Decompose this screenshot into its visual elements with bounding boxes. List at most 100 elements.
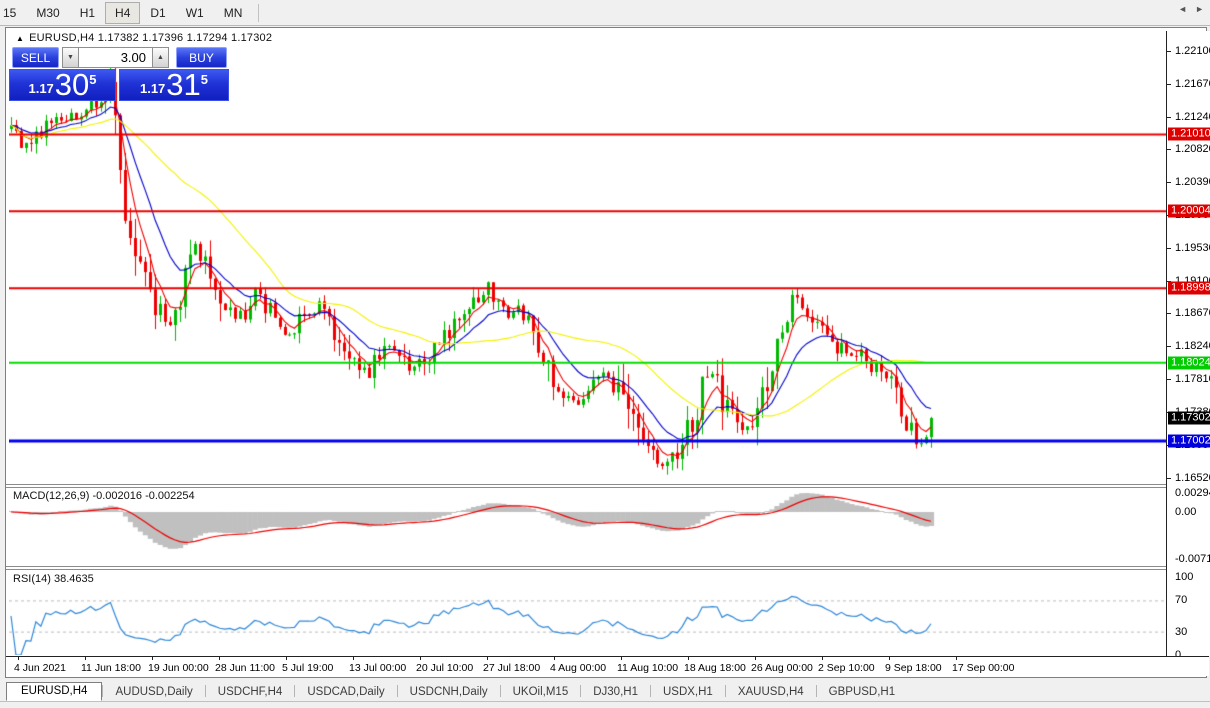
buy-button[interactable]: BUY — [176, 47, 227, 68]
sell-price-big: 30 — [54, 67, 90, 102]
price-level-badge: 1.18998 — [1168, 281, 1210, 295]
chart-tab-usdcnh[interactable]: USDCNH,Daily — [409, 686, 488, 698]
macd-pane-canvas[interactable] — [9, 488, 1167, 566]
time-axis-tick — [487, 657, 488, 660]
timeframe-button-mn[interactable]: MN — [214, 2, 253, 24]
rsi-axis-label: 100 — [1175, 571, 1194, 583]
price-axis-label: 1.18670 — [1175, 307, 1210, 320]
tab-divider — [396, 685, 398, 697]
toolbar-separator — [258, 3, 260, 22]
timeframe-button-h4[interactable]: H4 — [105, 1, 141, 24]
buy-quote[interactable]: 1.17 31 5 — [119, 69, 229, 101]
rsi-axis-label: 70 — [1175, 594, 1188, 607]
collapse-icon[interactable]: ▲ — [16, 34, 25, 43]
timeframe-button-h1[interactable]: H1 — [70, 2, 105, 24]
time-axis-tick — [822, 657, 823, 660]
tab-divider — [724, 685, 726, 697]
macd-indicator-label: MACD(12,26,9) -0.002016 -0.002254 — [13, 490, 195, 502]
time-axis-tick — [152, 657, 153, 660]
scroll-right-icon[interactable]: ► — [1195, 4, 1204, 14]
time-axis-label: 17 Sep 00:00 — [952, 662, 1015, 674]
rsi-axis-label: 30 — [1175, 625, 1188, 638]
chart-tab-xauusd[interactable]: XAUUSD,H4 — [737, 686, 804, 698]
chart-tab-ukoil[interactable]: UKOil,M15 — [512, 686, 569, 698]
chart-tab-usdchf[interactable]: USDCHF,H4 — [217, 686, 283, 698]
sell-price-small: 1.17 — [28, 81, 54, 96]
chart-tab-dj30[interactable]: DJ30,H1 — [593, 686, 638, 698]
chart-tab-gbpusd[interactable]: GBPUSD,H1 — [828, 686, 896, 698]
tab-divider — [580, 685, 582, 697]
timeframe-button-15[interactable]: 15 — [0, 2, 26, 24]
time-axis-label: 18 Aug 18:00 — [684, 662, 746, 674]
chart-tab-bar: EURUSD,H4 AUDUSD,Daily USDCHF,H4 USDCAD,Dai… — [0, 681, 1210, 702]
chart-title: ▲ EURUSD,H4 1.17382 1.17396 1.17294 1.173… — [16, 32, 272, 44]
volume-input[interactable] — [79, 47, 152, 68]
chart-tab-eurusd[interactable]: EURUSD,H4 — [6, 682, 103, 701]
price-axis-tick — [1167, 346, 1171, 348]
time-axis-tick — [85, 657, 86, 660]
chart-tab-usdx[interactable]: USDX,H1 — [662, 686, 713, 698]
price-chart-canvas[interactable] — [9, 44, 1167, 484]
tab-divider — [649, 685, 651, 697]
chevron-up-icon: ▲ — [157, 54, 164, 61]
time-axis-tick — [889, 657, 890, 660]
price-level-badge: 1.20004 — [1168, 204, 1210, 218]
time-axis-tick — [956, 657, 957, 660]
timeframe-button-w1[interactable]: W1 — [176, 2, 214, 24]
price-axis-tick — [1167, 181, 1171, 183]
sell-quote[interactable]: 1.17 30 5 — [9, 69, 116, 101]
price-axis[interactable]: 1.221001.216701.212401.208201.203901.199… — [1166, 31, 1210, 661]
tab-scroll-arrows: ◄ ► — [1170, 4, 1204, 14]
time-axis-label: 19 Jun 00:00 — [148, 662, 209, 674]
price-axis-label: 1.16520 — [1175, 471, 1210, 484]
rsi-pane-canvas[interactable] — [9, 571, 1167, 655]
time-axis-label: 11 Jun 18:00 — [81, 662, 141, 674]
time-axis-label: 2 Sep 10:00 — [818, 662, 875, 674]
timeframe-toolbar: 15 M30 H1 H4 D1 W1 MN — [0, 0, 1210, 26]
time-axis-label: 4 Aug 00:00 — [550, 662, 607, 674]
price-axis-label: 1.20820 — [1175, 142, 1210, 155]
price-axis-tick — [1167, 313, 1171, 315]
timeframe-button-d1[interactable]: D1 — [140, 2, 175, 24]
time-axis[interactable]: 4 Jun 2021 11 Jun 18:00 19 Jun 00:00 28 Jun… — [6, 656, 1209, 676]
tab-divider — [815, 685, 817, 697]
price-axis-tick — [1167, 148, 1171, 150]
price-axis-label: 1.20390 — [1175, 175, 1210, 188]
buy-price-big: 31 — [166, 67, 201, 102]
tab-divider — [204, 685, 206, 697]
price-axis-label: 1.17810 — [1175, 373, 1210, 386]
sell-button[interactable]: SELL — [12, 47, 59, 68]
volume-increase-button[interactable]: ▲ — [152, 47, 169, 68]
tab-divider — [102, 685, 104, 697]
chart-title-text: EURUSD,H4 1.17382 1.17396 1.17294 1.1730… — [29, 32, 273, 44]
scroll-left-icon[interactable]: ◄ — [1178, 4, 1188, 14]
volume-decrease-button[interactable]: ▼ — [62, 47, 79, 68]
price-axis-label: 1.18240 — [1175, 340, 1210, 353]
chart-tab-usdcad[interactable]: USDCAD,Daily — [307, 686, 385, 698]
price-axis-label: 1.19530 — [1175, 241, 1210, 254]
chart-tab-audusd[interactable]: AUDUSD,Daily — [115, 686, 193, 698]
buy-price-pip: 5 — [200, 72, 209, 87]
time-axis-tick — [353, 657, 354, 660]
time-axis-tick — [219, 657, 220, 660]
time-axis-label: 20 Jul 10:00 — [416, 662, 474, 674]
time-axis-tick — [286, 657, 287, 660]
time-axis-tick — [688, 657, 689, 660]
pane-splitter[interactable] — [6, 566, 1209, 570]
time-axis-label: 5 Jul 19:00 — [282, 662, 334, 674]
time-axis-label: 28 Jun 11:00 — [215, 662, 275, 674]
price-axis-tick — [1167, 116, 1171, 118]
price-axis-tick — [1167, 477, 1171, 479]
timeframe-button-m30[interactable]: M30 — [26, 2, 69, 24]
price-level-badge: 1.17002 — [1168, 434, 1210, 448]
chevron-down-icon: ▼ — [67, 54, 74, 61]
price-level-badge: 1.21010 — [1168, 127, 1210, 141]
price-axis-label: 1.21240 — [1175, 110, 1210, 123]
time-axis-tick — [554, 657, 555, 660]
macd-axis-label: 0.00 — [1175, 506, 1197, 518]
pane-splitter[interactable] — [6, 484, 1209, 488]
rsi-indicator-label: RSI(14) 38.4635 — [13, 573, 94, 585]
macd-axis-label: 0.002947 — [1175, 486, 1210, 499]
price-axis-tick — [1167, 280, 1171, 282]
